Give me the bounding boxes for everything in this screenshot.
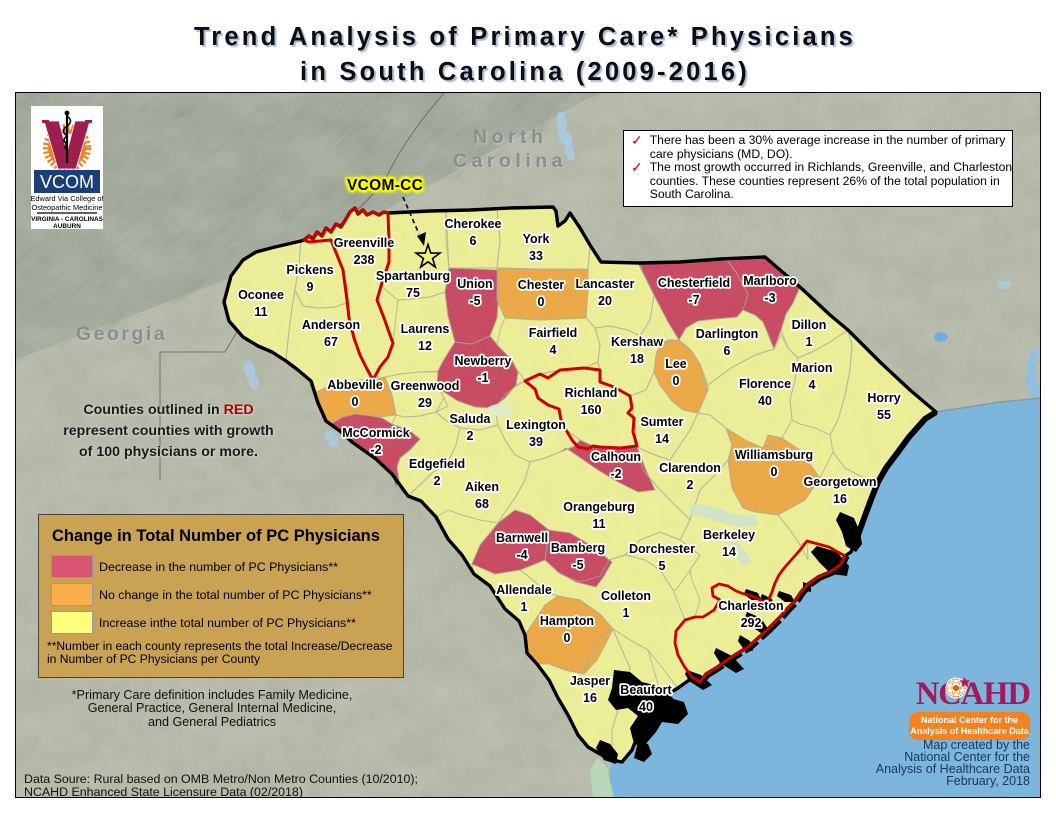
svg-text:-1: -1 xyxy=(477,371,488,385)
svg-text:Chester: Chester xyxy=(517,278,564,292)
svg-text:Osteopathic Medicine: Osteopathic Medicine xyxy=(31,203,102,212)
svg-text:5: 5 xyxy=(658,559,665,573)
svg-text:75: 75 xyxy=(406,286,420,300)
svg-text:6: 6 xyxy=(469,234,476,248)
svg-text:16: 16 xyxy=(833,492,847,506)
svg-text:Dillon: Dillon xyxy=(791,318,826,332)
svg-text:238: 238 xyxy=(353,253,374,267)
svg-text:1: 1 xyxy=(520,600,527,614)
svg-text:Hampton: Hampton xyxy=(539,614,593,628)
svg-text:0: 0 xyxy=(351,395,358,409)
svg-text:-2: -2 xyxy=(370,443,381,457)
svg-text:Fairfield: Fairfield xyxy=(528,326,577,340)
svg-text:40: 40 xyxy=(758,394,772,408)
svg-text:-5: -5 xyxy=(469,294,480,308)
svg-text:Williamsburg: Williamsburg xyxy=(734,448,812,462)
svg-text:Laurens: Laurens xyxy=(400,322,449,336)
svg-text:Barnwell: Barnwell xyxy=(495,531,547,545)
svg-text:VCOM: VCOM xyxy=(40,172,94,192)
svg-text:Allendale: Allendale xyxy=(496,583,552,597)
svg-text:12: 12 xyxy=(418,339,432,353)
svg-text:0: 0 xyxy=(770,465,777,479)
svg-text:1: 1 xyxy=(805,335,812,349)
svg-text:2: 2 xyxy=(686,478,693,492)
svg-text:Lancaster: Lancaster xyxy=(575,277,634,291)
svg-text:Edward Via College of: Edward Via College of xyxy=(31,194,103,203)
svg-text:Spartanburg: Spartanburg xyxy=(375,269,449,283)
svg-text:Union: Union xyxy=(457,277,492,291)
svg-text:VIRGINIA - CAROLINAS: VIRGINIA - CAROLINAS xyxy=(31,216,103,223)
svg-text:14: 14 xyxy=(655,432,669,446)
svg-text:Darlington: Darlington xyxy=(695,327,758,341)
svg-text:Horry: Horry xyxy=(867,391,900,405)
svg-text:Florence: Florence xyxy=(738,377,790,391)
svg-text:11: 11 xyxy=(254,305,267,319)
svg-text:Oconee: Oconee xyxy=(238,288,284,302)
svg-text:Anderson: Anderson xyxy=(301,318,359,332)
svg-text:Calhoun: Calhoun xyxy=(591,450,641,464)
svg-text:Aiken: Aiken xyxy=(464,480,498,494)
svg-text:292: 292 xyxy=(740,616,761,630)
svg-text:-7: -7 xyxy=(688,293,699,307)
svg-text:14: 14 xyxy=(722,545,736,559)
svg-text:Sumter: Sumter xyxy=(640,415,683,429)
svg-text:67: 67 xyxy=(324,335,338,349)
svg-text:Beaufort: Beaufort xyxy=(620,683,672,697)
svg-text:18: 18 xyxy=(630,352,644,366)
svg-text:0: 0 xyxy=(672,374,679,388)
svg-text:29: 29 xyxy=(418,396,432,410)
svg-text:Saluda: Saluda xyxy=(449,412,491,426)
svg-text:Abbeville: Abbeville xyxy=(327,378,383,392)
svg-text:40: 40 xyxy=(639,700,653,714)
svg-text:Lee: Lee xyxy=(665,357,687,371)
svg-text:Marion: Marion xyxy=(791,361,832,375)
svg-text:0: 0 xyxy=(537,295,544,309)
svg-text:55: 55 xyxy=(877,408,891,422)
svg-text:4: 4 xyxy=(549,343,556,357)
svg-text:Pickens: Pickens xyxy=(286,263,333,277)
svg-text:Lexington: Lexington xyxy=(506,418,566,432)
svg-text:39: 39 xyxy=(529,435,543,449)
svg-text:16: 16 xyxy=(583,691,597,705)
svg-text:Dorchester: Dorchester xyxy=(629,542,695,556)
svg-text:Berkeley: Berkeley xyxy=(702,528,754,542)
svg-text:1: 1 xyxy=(622,606,629,620)
svg-text:Chesterfield: Chesterfield xyxy=(657,276,729,290)
svg-text:Colleton: Colleton xyxy=(601,589,651,603)
svg-text:68: 68 xyxy=(475,497,489,511)
svg-text:Greenville: Greenville xyxy=(333,236,393,250)
svg-text:6: 6 xyxy=(723,344,730,358)
svg-text:-5: -5 xyxy=(572,558,583,572)
svg-text:Orangeburg: Orangeburg xyxy=(563,500,635,514)
svg-text:-2: -2 xyxy=(610,467,621,481)
svg-text:4: 4 xyxy=(808,378,815,392)
svg-text:0: 0 xyxy=(563,631,570,645)
svg-text:33: 33 xyxy=(529,249,543,263)
svg-text:2: 2 xyxy=(433,474,440,488)
svg-text:Edgefield: Edgefield xyxy=(408,457,464,471)
svg-text:Greenwood: Greenwood xyxy=(390,379,459,393)
svg-text:11: 11 xyxy=(592,517,605,531)
svg-text:9: 9 xyxy=(306,280,313,294)
svg-text:Georgetown: Georgetown xyxy=(803,475,876,489)
svg-text:2: 2 xyxy=(466,429,473,443)
svg-text:Newberry: Newberry xyxy=(454,354,511,368)
svg-text:Marlboro: Marlboro xyxy=(743,274,797,288)
svg-text:Cherokee: Cherokee xyxy=(444,217,501,231)
svg-text:Charleston: Charleston xyxy=(718,599,783,613)
svg-text:Bamberg: Bamberg xyxy=(550,541,604,555)
svg-text:McCormick: McCormick xyxy=(342,426,409,440)
svg-text:Richland: Richland xyxy=(564,386,617,400)
svg-text:Clarendon: Clarendon xyxy=(659,461,721,475)
svg-text:York: York xyxy=(522,232,549,246)
svg-text:Kershaw: Kershaw xyxy=(610,335,662,349)
svg-text:Jasper: Jasper xyxy=(569,674,609,688)
svg-text:160: 160 xyxy=(580,403,601,417)
svg-text:20: 20 xyxy=(598,294,612,308)
svg-text:-4: -4 xyxy=(516,548,527,562)
svg-text:-3: -3 xyxy=(764,291,775,305)
svg-text:AUBURN: AUBURN xyxy=(53,223,81,229)
